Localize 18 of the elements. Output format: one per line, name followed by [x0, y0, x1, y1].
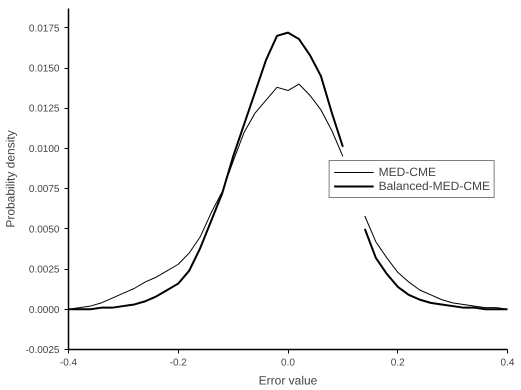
x-tick-label: 0.4	[500, 358, 515, 368]
x-tick-label: -0.4	[60, 358, 78, 368]
y-tick-label: 0.0100	[28, 144, 60, 155]
legend-label: Balanced-MED-CME	[378, 178, 490, 192]
y-tick-label: 0.0075	[28, 184, 60, 196]
y-tick-label: -0.0025	[26, 345, 60, 356]
y-tick-label: 0.0050	[28, 224, 60, 236]
x-tick-label: 0.0	[281, 358, 296, 368]
y-tick-label: 0.0000	[28, 304, 60, 316]
x-tick-label: 0.2	[390, 358, 406, 368]
legend-label: MED-CME	[378, 164, 436, 178]
x-tick-label: -0.2	[170, 358, 188, 368]
y-tick-label: 0.0025	[28, 264, 60, 276]
y-tick-label: 0.0125	[28, 104, 60, 115]
y-tick-label: 0.0175	[28, 23, 60, 34]
y-axis-title: Probability density	[4, 130, 18, 228]
x-axis-title: Error value	[258, 374, 318, 388]
y-tick-label: 0.0150	[28, 64, 60, 75]
